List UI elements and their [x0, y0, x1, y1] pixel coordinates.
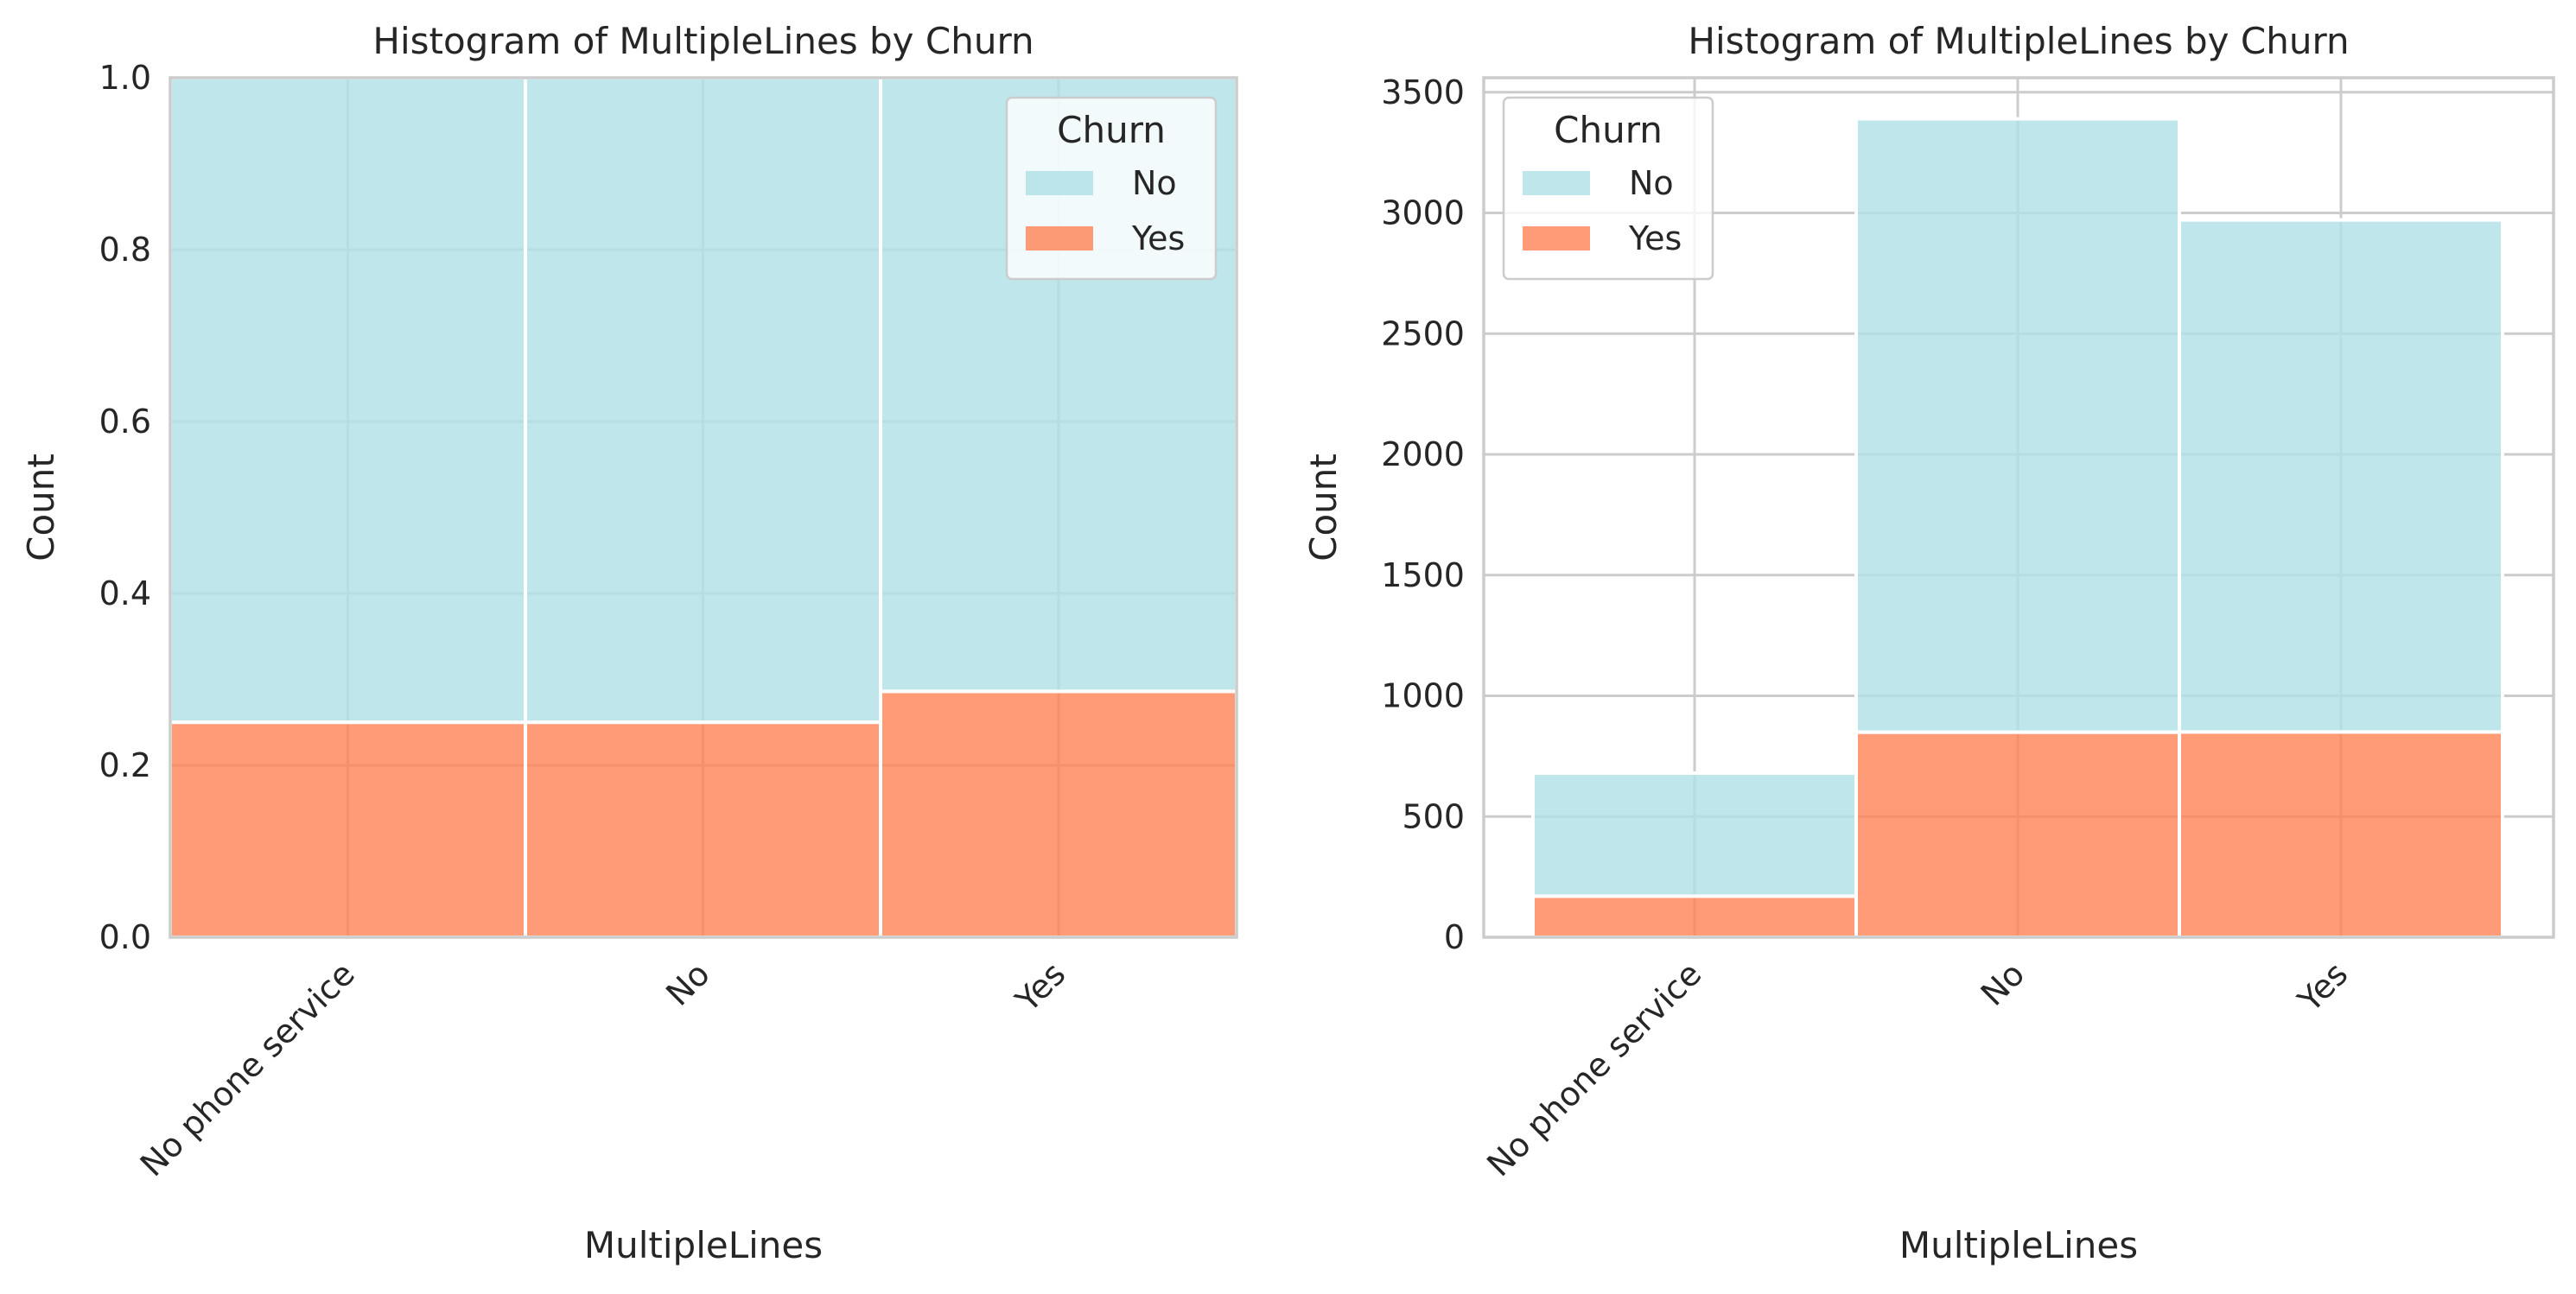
bar-yes-2 — [2178, 730, 2504, 939]
chart-panel-2: 0 500 1000 1500 2000 2500 3000 3500 No phone ser… — [1302, 20, 2555, 1266]
y-tick-label: 1.0 — [99, 59, 151, 97]
x-tick-label: Yes — [1008, 955, 1072, 1019]
x-tick-label: Yes — [2290, 955, 2355, 1019]
x-axis-label: MultipleLines — [584, 1224, 823, 1266]
y-axis-label: Count — [1302, 454, 1345, 561]
y-tick-label: 0.6 — [99, 403, 151, 441]
y-tick-label: 0 — [1444, 918, 1465, 956]
axes-frame — [1482, 76, 2555, 939]
legend-label: No — [1629, 164, 1674, 202]
x-tick-label: No phone service — [1479, 955, 1708, 1183]
x-axis-label: MultipleLines — [1899, 1224, 2138, 1266]
x-tick-label: No — [1974, 955, 2032, 1013]
y-tick-label: 2000 — [1381, 435, 1465, 473]
bar-no-1 — [1854, 117, 2181, 734]
x-tick-label: No — [658, 955, 717, 1013]
bar-yes-0 — [169, 720, 527, 939]
legend-label: Yes — [1131, 219, 1185, 257]
bar-no-1 — [524, 76, 882, 725]
bar-yes-1 — [1854, 730, 2181, 940]
chart-title: Histogram of MultipleLines by Churn — [372, 20, 1034, 62]
y-tick-label: 0.4 — [99, 574, 151, 612]
bar-no-0 — [169, 76, 527, 725]
bar-no-0 — [1531, 771, 1858, 898]
y-tick-label: 0.8 — [99, 231, 151, 269]
legend-title: Churn — [1554, 109, 1663, 151]
chart-title: Histogram of MultipleLines by Churn — [1688, 20, 2349, 62]
bar-yes-1 — [524, 720, 882, 939]
legend-label: No — [1132, 164, 1177, 202]
bar-yes-2 — [879, 689, 1238, 939]
y-tick-label: 1500 — [1381, 556, 1465, 594]
y-tick-label: 1000 — [1381, 677, 1465, 715]
y-tick-label: 3000 — [1381, 194, 1465, 232]
legend: Churn No Yes — [1502, 96, 1714, 281]
chart-panel-1: 0.0 0.2 0.4 0.6 0.8 1.0 No phone service No Yes H… — [20, 20, 1238, 1266]
axes-frame — [169, 76, 1238, 939]
legend-title: Churn — [1057, 109, 1166, 151]
legend-swatch-no — [1026, 171, 1093, 195]
bar-yes-0 — [1531, 894, 1858, 940]
y-axis-label: Count — [20, 454, 62, 561]
legend-swatch-yes — [1523, 226, 1590, 251]
legend: Churn No Yes — [1005, 96, 1218, 281]
y-tick-label: 2500 — [1381, 314, 1465, 352]
y-tick-label: 0.0 — [99, 918, 151, 956]
legend-swatch-yes — [1026, 226, 1093, 251]
legend-swatch-no — [1523, 171, 1590, 195]
y-tick-label: 0.2 — [99, 746, 151, 784]
x-tick-label: No phone service — [133, 955, 362, 1183]
legend-label: Yes — [1628, 219, 1682, 257]
y-tick-label: 500 — [1402, 797, 1465, 835]
y-tick-label: 3500 — [1381, 73, 1465, 111]
bar-no-2 — [2178, 218, 2504, 734]
